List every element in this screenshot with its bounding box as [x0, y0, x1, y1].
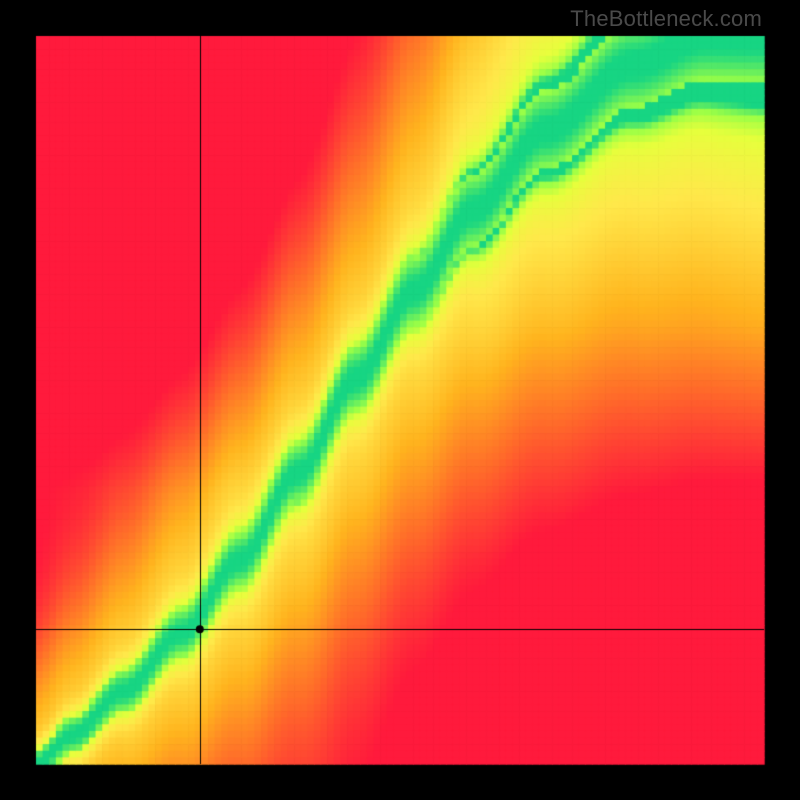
watermark-text: TheBottleneck.com — [570, 6, 762, 32]
chart-container: TheBottleneck.com — [0, 0, 800, 800]
heatmap-canvas — [0, 0, 800, 800]
